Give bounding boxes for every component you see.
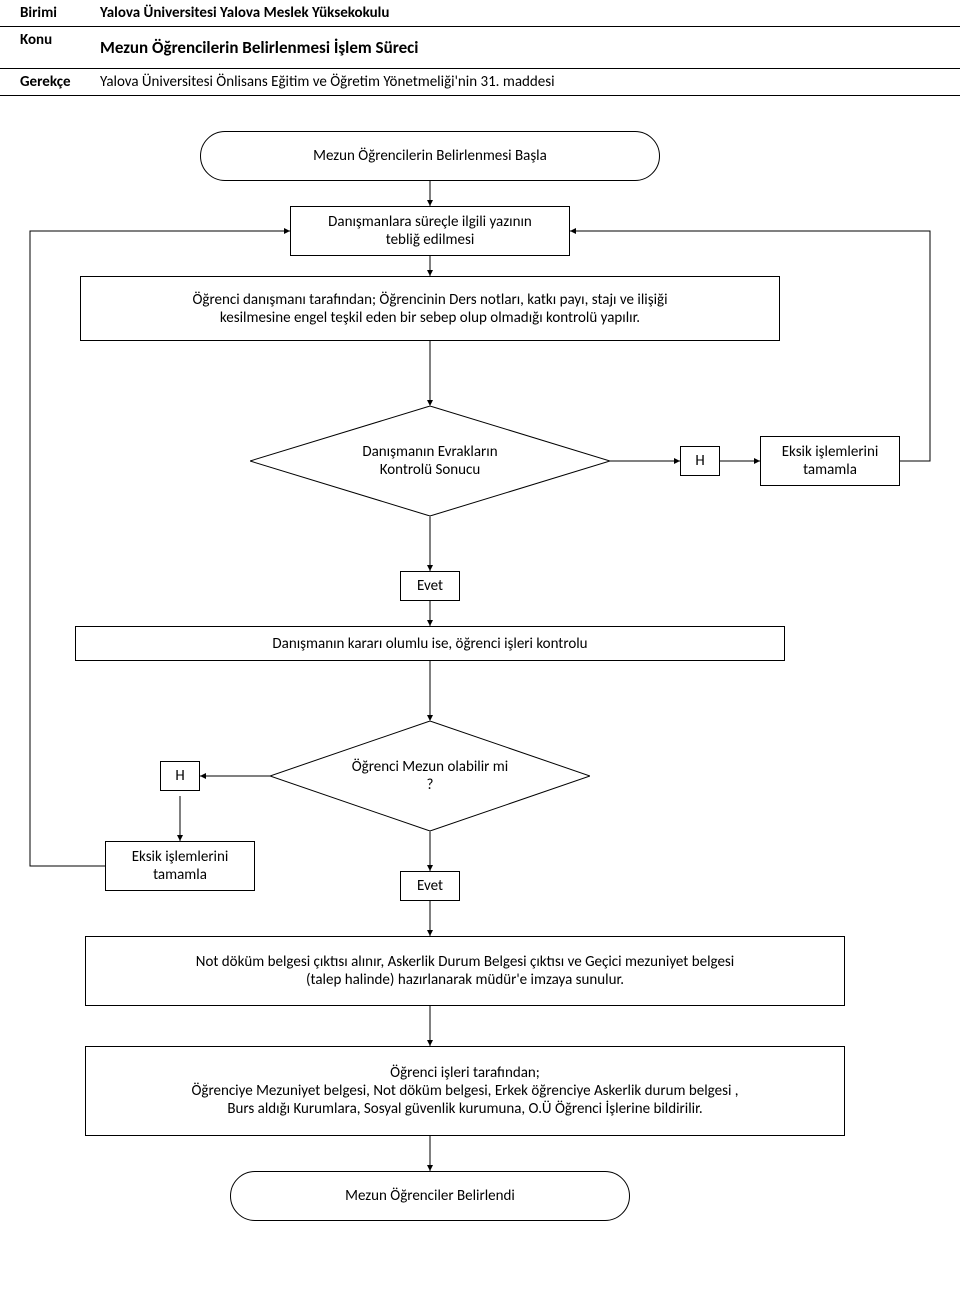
p1-line2: tebliğ edilmesi — [386, 231, 475, 249]
gerekce-value: Yalova Üniversitesi Önlisans Eğitim ve Ö… — [100, 73, 940, 91]
decision-can-graduate: Öğrenci Mezun olabilir mi ? — [270, 721, 590, 831]
process-complete-missing-right: Eksik işlemlerini tamamla — [760, 436, 900, 486]
p2-line2: kesilmesine engel teşkil eden bir sebep … — [220, 309, 640, 327]
eksik-l-line1: Eksik işlemlerini — [132, 848, 229, 866]
process-student-affairs-check: Danışmanın kararı olumlu ise, öğrenci iş… — [75, 626, 785, 661]
p4-line2: (talep halinde) hazırlanarak müdür'e imz… — [306, 971, 624, 989]
decision-no-label-left: H — [160, 761, 200, 791]
p4-line1: Not döküm belgesi çıktısı alınır, Askerl… — [196, 953, 734, 971]
decision-advisor-result: Danışmanın Evrakların Kontrolü Sonucu — [250, 406, 610, 516]
flowchart-area: Mezun Öğrencilerin Belirlenmesi Başla Da… — [0, 96, 960, 1276]
eksik-r-line1: Eksik işlemlerini — [782, 443, 879, 461]
start-terminator: Mezun Öğrencilerin Belirlenmesi Başla — [200, 131, 660, 181]
header-row-konu: Konu Mezun Öğrencilerin Belirlenmesi İşl… — [0, 26, 960, 69]
d2-line1: Öğrenci Mezun olabilir mi — [320, 758, 540, 776]
d2-text: Öğrenci Mezun olabilir mi ? — [270, 758, 590, 794]
decision-yes-label-2: Evet — [400, 871, 460, 901]
h-label-1: H — [695, 452, 704, 470]
process-complete-missing-left: Eksik işlemlerini tamamla — [105, 841, 255, 891]
birimi-label: Birimi — [20, 4, 100, 22]
d1-line1: Danışmanın Evrakların — [310, 443, 550, 461]
end-label: Mezun Öğrenciler Belirlendi — [345, 1187, 515, 1205]
header-block: Birimi Yalova Üniversitesi Yalova Meslek… — [0, 0, 960, 96]
p5-line1: Öğrenci işleri tarafından; — [390, 1064, 540, 1082]
p3-text: Danışmanın kararı olumlu ise, öğrenci iş… — [272, 635, 587, 653]
birimi-value: Yalova Üniversitesi Yalova Meslek Yüksek… — [100, 4, 940, 22]
p5-line2: Öğrenciye Mezuniyet belgesi, Not döküm b… — [191, 1082, 738, 1100]
process-notify-institutions: Öğrenci işleri tarafından; Öğrenciye Mez… — [85, 1046, 845, 1136]
process-advisor-check: Öğrenci danışmanı tarafından; Öğrencinin… — [80, 276, 780, 341]
decision-yes-label-1: Evet — [400, 571, 460, 601]
process-prepare-documents: Not döküm belgesi çıktısı alınır, Askerl… — [85, 936, 845, 1006]
d1-line2: Kontrolü Sonucu — [310, 461, 550, 479]
start-label: Mezun Öğrencilerin Belirlenmesi Başla — [313, 147, 547, 165]
process-notify-advisors: Danışmanlara süreçle ilgili yazının tebl… — [290, 206, 570, 256]
end-terminator: Mezun Öğrenciler Belirlendi — [230, 1171, 630, 1221]
p1-line1: Danışmanlara süreçle ilgili yazının — [328, 213, 532, 231]
header-row-gerekce: Gerekçe Yalova Üniversitesi Önlisans Eği… — [0, 69, 960, 96]
p5-line3: Burs aldığı Kurumlara, Sosyal güvenlik k… — [227, 1100, 702, 1118]
decision-no-label-right: H — [680, 446, 720, 476]
p2-line1: Öğrenci danışmanı tarafından; Öğrencinin… — [192, 291, 667, 309]
eksik-l-line2: tamamla — [153, 866, 207, 884]
evet-1: Evet — [417, 577, 443, 595]
eksik-r-line2: tamamla — [803, 461, 857, 479]
d2-line2: ? — [320, 776, 540, 794]
h-label-2: H — [175, 767, 184, 785]
konu-label: Konu — [20, 31, 100, 64]
header-row-birimi: Birimi Yalova Üniversitesi Yalova Meslek… — [0, 0, 960, 26]
d1-text: Danışmanın Evrakların Kontrolü Sonucu — [250, 443, 610, 479]
gerekce-label: Gerekçe — [20, 73, 100, 91]
konu-value: Mezun Öğrencilerin Belirlenmesi İşlem Sü… — [100, 31, 940, 64]
evet-2: Evet — [417, 877, 443, 895]
